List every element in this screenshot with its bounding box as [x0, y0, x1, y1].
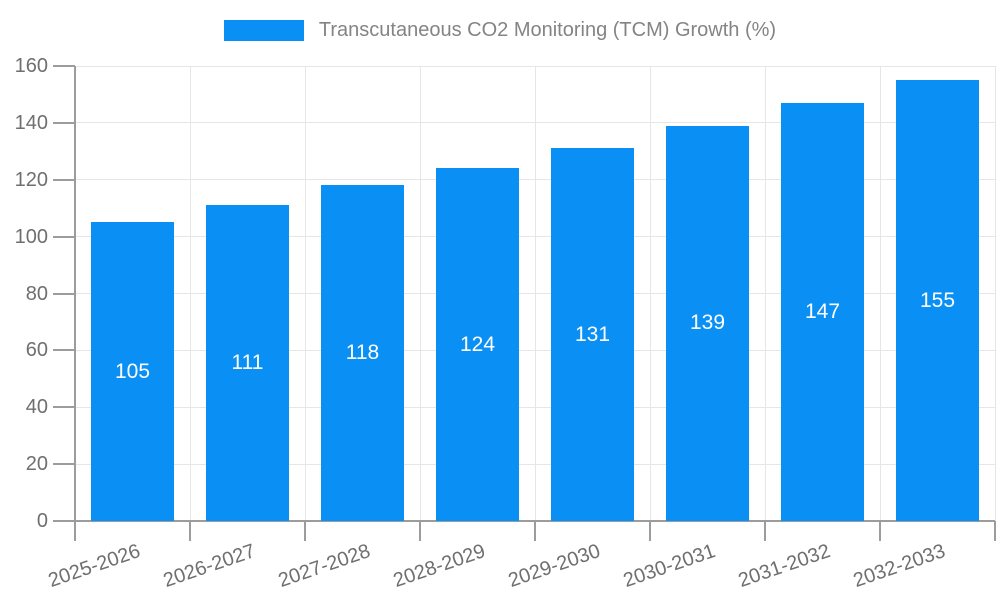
- x-axis-tick-8: [994, 521, 996, 541]
- x-axis-tick-5: [649, 521, 651, 541]
- x-axis-tick-4: [534, 521, 536, 541]
- legend-swatch-icon: [223, 20, 304, 41]
- gridline-x-1: [189, 66, 191, 521]
- bar-2029-2030: 131: [551, 148, 634, 521]
- y-axis-line: [74, 66, 76, 541]
- x-axis-tick-6: [764, 521, 766, 541]
- y-axis-tick-120: [53, 178, 75, 181]
- bar-2030-2031: 139: [666, 125, 749, 521]
- legend-label: Transcutaneous CO2 Monitoring (TCM) Grow…: [318, 19, 777, 41]
- bar-value-label: 105: [114, 359, 151, 383]
- x-axis-tick-7: [879, 521, 881, 541]
- y-axis-tick-40: [53, 406, 75, 409]
- y-axis-tick-160: [53, 65, 75, 67]
- y-axis-label-120: 120: [14, 168, 48, 191]
- bar-value-label: 139: [689, 311, 726, 335]
- y-axis-label-20: 20: [25, 453, 48, 476]
- bar-2032-2033: 155: [896, 80, 979, 521]
- y-axis-tick-60: [53, 349, 75, 352]
- bar-value-label: 118: [345, 341, 380, 365]
- gridline-x-7: [879, 66, 881, 521]
- y-axis-label-80: 80: [25, 282, 48, 305]
- gridline-x-6: [764, 66, 766, 521]
- x-axis-tick-2: [304, 521, 306, 541]
- legend-item[interactable]: Transcutaneous CO2 Monitoring (TCM) Grow…: [223, 19, 777, 42]
- y-axis-tick-80: [53, 292, 75, 295]
- y-axis-label-160: 160: [14, 55, 48, 77]
- y-axis-tick-140: [53, 121, 75, 124]
- gridline-x-3: [419, 66, 421, 521]
- bar-2027-2028: 118: [321, 185, 404, 521]
- bar-2025-2026: 105: [91, 222, 174, 521]
- bar-value-label: 155: [919, 288, 956, 312]
- y-axis-label-140: 140: [14, 111, 48, 134]
- bar-value-label: 147: [804, 299, 841, 323]
- y-axis-label-100: 100: [14, 225, 48, 248]
- bar-2028-2029: 124: [436, 168, 519, 521]
- gridline-x-5: [649, 66, 651, 521]
- gridline-x-2: [304, 66, 306, 521]
- bar-value-label: 111: [231, 351, 264, 375]
- x-axis-tick-3: [419, 521, 421, 541]
- x-axis-line: [53, 520, 995, 522]
- y-axis-label-0: 0: [36, 510, 48, 532]
- y-axis-label-60: 60: [25, 339, 48, 362]
- y-axis-tick-20: [53, 463, 75, 466]
- gridline-x-8: [994, 66, 996, 521]
- y-axis-tick-100: [53, 235, 75, 238]
- y-axis-label-40: 40: [25, 396, 48, 419]
- bar-2031-2032: 147: [781, 102, 864, 521]
- legend: Transcutaneous CO2 Monitoring (TCM) Grow…: [0, 19, 1000, 42]
- bar-value-label: 131: [574, 322, 611, 346]
- x-axis-tick-1: [189, 521, 191, 541]
- gridline-x-4: [534, 66, 536, 521]
- bar-value-label: 124: [459, 332, 496, 356]
- bar-2026-2027: 111: [206, 205, 289, 521]
